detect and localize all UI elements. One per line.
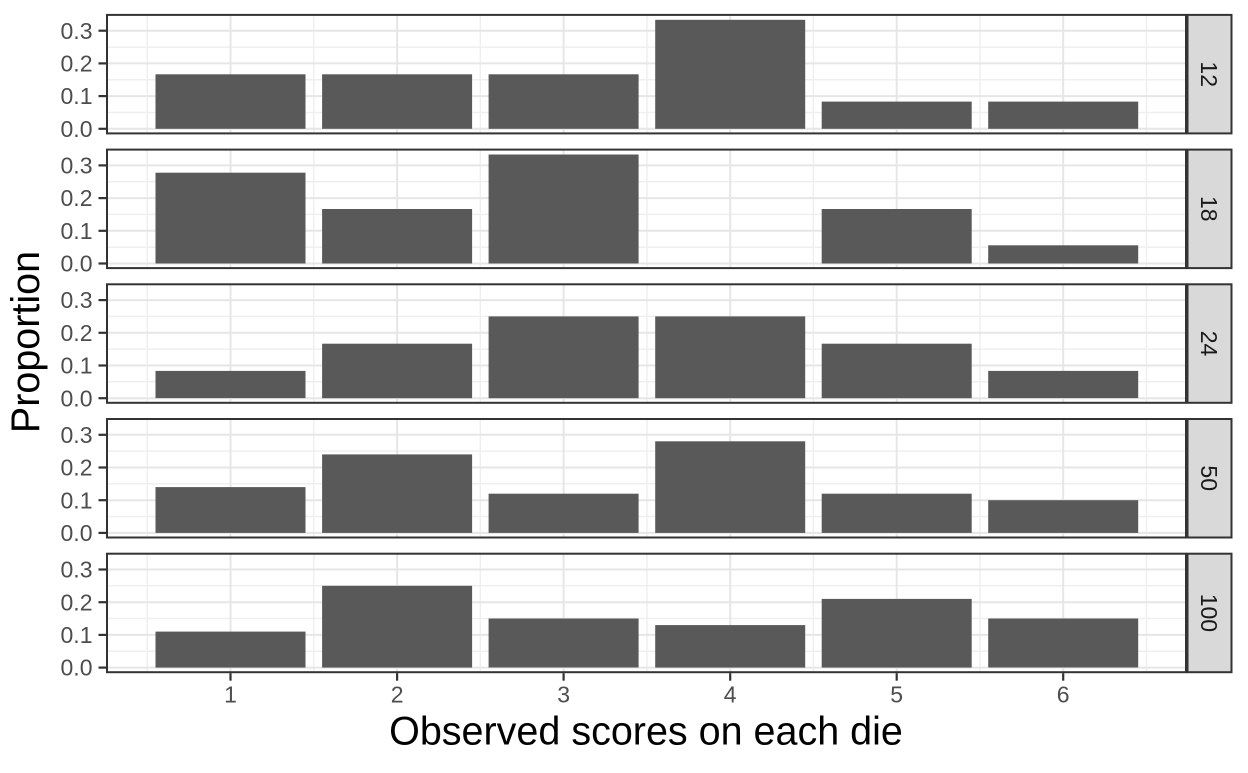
svg-text:0.1: 0.1 <box>61 353 93 379</box>
svg-text:0.3: 0.3 <box>61 422 93 448</box>
svg-text:6: 6 <box>1057 682 1070 708</box>
svg-text:0.0: 0.0 <box>61 520 93 546</box>
svg-text:0.3: 0.3 <box>61 153 93 179</box>
svg-text:5: 5 <box>890 682 903 708</box>
svg-text:Observed scores on each die: Observed scores on each die <box>389 710 903 754</box>
svg-text:0.3: 0.3 <box>61 18 93 44</box>
svg-text:0.2: 0.2 <box>61 455 93 481</box>
svg-text:0.0: 0.0 <box>61 116 93 142</box>
svg-text:Proportion: Proportion <box>4 251 48 433</box>
svg-text:0.1: 0.1 <box>61 487 93 513</box>
svg-text:0.0: 0.0 <box>61 655 93 681</box>
svg-text:0.3: 0.3 <box>61 557 93 583</box>
svg-text:0.0: 0.0 <box>61 251 93 277</box>
svg-text:3: 3 <box>557 682 570 708</box>
svg-text:0.1: 0.1 <box>61 218 93 244</box>
svg-text:0.2: 0.2 <box>61 320 93 346</box>
svg-text:0.2: 0.2 <box>61 185 93 211</box>
svg-text:0.3: 0.3 <box>61 287 93 313</box>
svg-text:24: 24 <box>1196 331 1222 357</box>
svg-text:0.2: 0.2 <box>61 51 93 77</box>
svg-text:100: 100 <box>1196 594 1222 632</box>
svg-text:50: 50 <box>1196 465 1222 491</box>
svg-text:2: 2 <box>391 682 404 708</box>
svg-text:1: 1 <box>224 682 237 708</box>
svg-text:0.1: 0.1 <box>61 83 93 109</box>
svg-text:4: 4 <box>724 682 737 708</box>
svg-text:0.2: 0.2 <box>61 589 93 615</box>
svg-text:12: 12 <box>1196 61 1222 87</box>
svg-text:0.1: 0.1 <box>61 622 93 648</box>
svg-text:18: 18 <box>1196 196 1222 222</box>
svg-text:0.0: 0.0 <box>61 385 93 411</box>
